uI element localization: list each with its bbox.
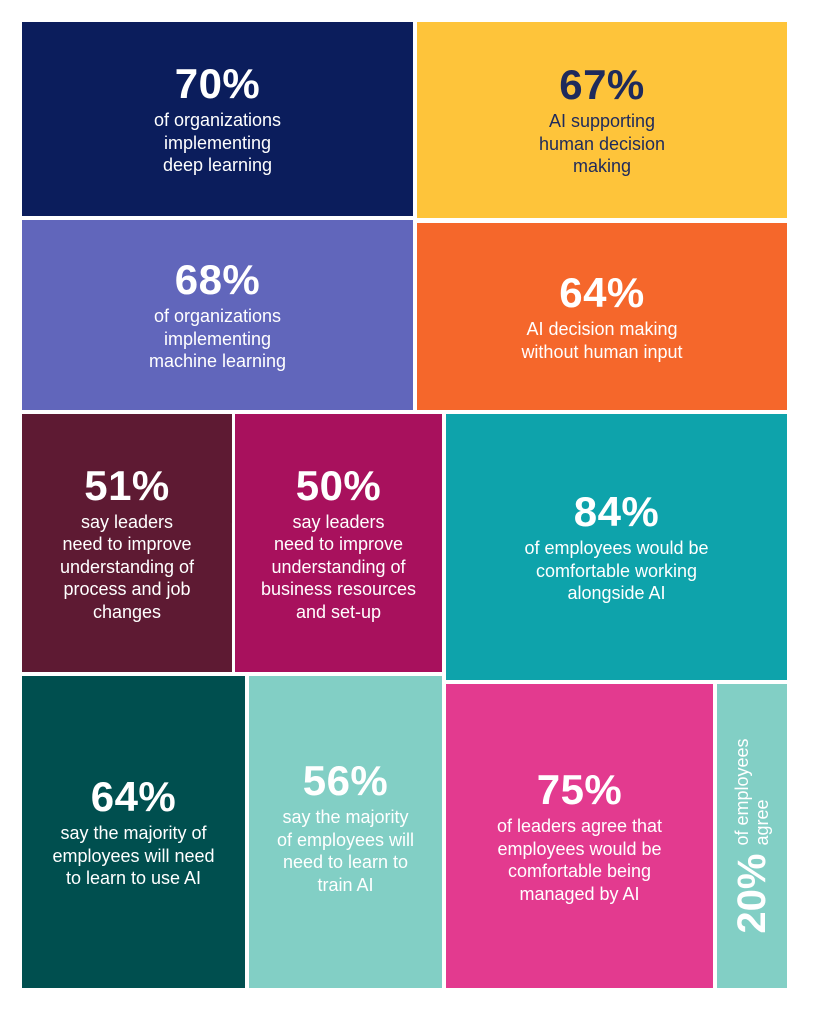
stat-description: say leaders need to improve understandin… — [60, 511, 194, 624]
stat-percentage: 20% — [730, 853, 774, 934]
stat-description: say the majority of employees will need … — [277, 806, 414, 896]
stat-line: understanding of — [271, 556, 406, 577]
stat-line: changes — [92, 601, 162, 622]
stat-line: alongside AI — [567, 583, 666, 604]
stat-line: managed by AI — [519, 883, 640, 904]
stat-line: AI supporting — [548, 111, 656, 132]
stat-percentage: 56% — [302, 757, 389, 804]
stat-percentage: 70% — [174, 60, 261, 108]
stat-description: of organizations implementing machine le… — [149, 305, 286, 373]
stat-line: of organizations — [153, 306, 282, 327]
stat-line: business resources — [260, 579, 417, 600]
tile-ai-supporting: 67% AI supporting human decision making — [417, 22, 787, 218]
stat-line: of leaders agree that — [496, 816, 663, 836]
stat-description: of leaders agree that employees would be… — [497, 815, 662, 905]
stat-percentage: 64% — [559, 269, 645, 316]
tile-business-resources: 50% say leaders need to improve understa… — [235, 414, 442, 672]
stat-line: need to learn to — [282, 852, 409, 872]
stat-description: AI decision making without human input — [521, 318, 682, 363]
stat-line: process and job — [63, 579, 191, 600]
stat-line: understanding of — [59, 556, 195, 577]
stat-percentage: 75% — [536, 766, 623, 813]
stat-description: of employees would be comfortable workin… — [524, 537, 708, 605]
tile-ai-without-human: 64% AI decision making without human inp… — [417, 223, 787, 410]
stat-line: agree — [752, 799, 772, 846]
stat-line: of employees would be — [524, 538, 709, 559]
stat-line: say leaders — [292, 511, 385, 532]
stat-line: to learn to use AI — [65, 868, 202, 889]
stat-line: machine learning — [148, 351, 287, 372]
stat-line: implementing — [163, 328, 272, 349]
stat-line: say the majority of — [60, 823, 207, 844]
stat-description: of organizations implementing deep learn… — [154, 109, 281, 177]
tile-employees-agree: 20% of employees agree — [717, 684, 787, 988]
stat-description: of employees agree — [732, 738, 772, 845]
stat-line: need to improve — [62, 534, 192, 555]
stat-percentage: 84% — [573, 488, 660, 536]
stat-percentage: 68% — [174, 256, 261, 304]
tile-working-alongside: 84% of employees would be comfortable wo… — [446, 414, 787, 680]
stat-line: employees would be — [497, 838, 662, 859]
stat-percentage: 50% — [295, 461, 382, 509]
stat-percentage: 64% — [90, 773, 177, 821]
stat-line: train AI — [317, 874, 374, 895]
tile-learn-to-train: 56% say the majority of employees will n… — [249, 676, 442, 988]
stat-line: AI decision making — [526, 319, 678, 339]
stat-line: making — [572, 156, 632, 177]
stat-description: say the majority of employees will need … — [52, 822, 214, 890]
stat-line: employees will need — [52, 845, 215, 866]
stat-line: of employees — [732, 738, 752, 846]
tile-managed-by-ai: 75% of leaders agree that employees woul… — [446, 684, 713, 988]
stat-description: say leaders need to improve understandin… — [261, 511, 416, 624]
stat-line: need to improve — [273, 534, 404, 555]
stat-line: comfortable working — [535, 560, 698, 581]
stat-line: implementing — [163, 132, 272, 153]
stat-line: deep learning — [162, 155, 273, 176]
stat-line: without human input — [521, 341, 683, 362]
stat-description: AI supporting human decision making — [539, 110, 665, 178]
stat-line: say leaders — [80, 511, 174, 532]
stat-line: of organizations — [153, 110, 282, 131]
stat-line: say the majority — [282, 807, 409, 827]
stat-percentage: 67% — [559, 61, 645, 109]
stat-line: human decision — [538, 133, 666, 154]
tile-learn-to-use: 64% say the majority of employees will n… — [22, 676, 245, 988]
stat-line: comfortable being — [507, 861, 652, 881]
tile-deep-learning: 70% of organizations implementing deep l… — [22, 22, 413, 216]
stat-percentage: 51% — [84, 461, 170, 509]
rotated-stat: 20% of employees agree — [717, 691, 787, 981]
stat-line: and set-up — [295, 601, 382, 622]
tile-machine-learning: 68% of organizations implementing machin… — [22, 220, 413, 410]
tile-process-changes: 51% say leaders need to improve understa… — [22, 414, 232, 672]
stat-line: of employees will — [276, 829, 415, 850]
